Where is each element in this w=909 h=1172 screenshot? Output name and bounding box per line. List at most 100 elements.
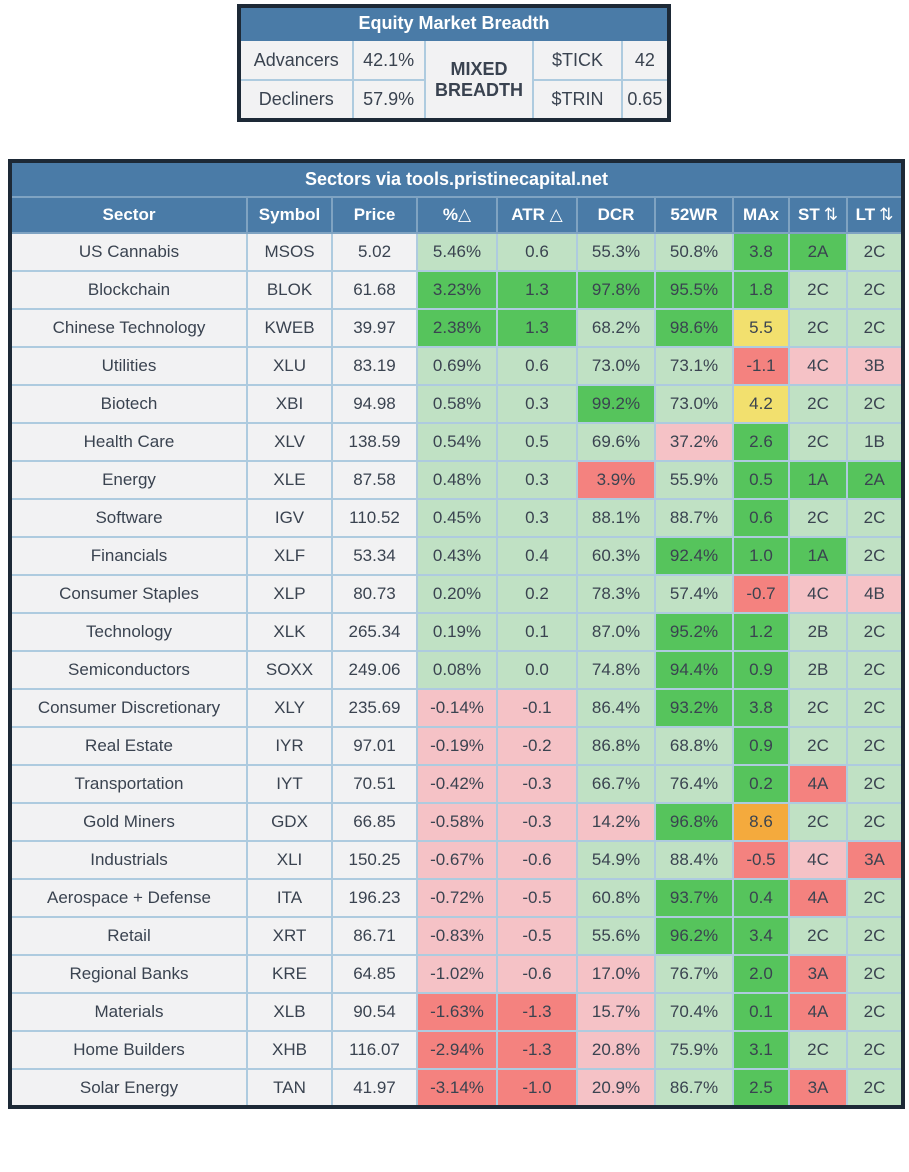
cell-dcr: 55.3%	[576, 232, 656, 272]
cell-sector: Retail	[9, 916, 248, 956]
cell-52wr: 37.2%	[654, 422, 734, 462]
col-header-lt-rating[interactable]: LT ⇅	[846, 196, 904, 234]
cell-pct-change: -0.42%	[416, 764, 498, 804]
cell-atr-change: -0.3	[496, 764, 578, 804]
cell-sector: Software	[9, 498, 248, 538]
table-row: Chinese Technology KWEB 39.97 2.38% 1.3 68.2%…	[9, 308, 904, 348]
cell-st-rating: 2C	[788, 688, 848, 728]
cell-lt-rating: 2C	[846, 308, 904, 348]
tick-value: 42	[620, 39, 671, 81]
col-header-symbol: Symbol	[246, 196, 333, 234]
cell-price: 235.69	[331, 688, 418, 728]
cell-sector: Financials	[9, 536, 248, 576]
cell-dcr: 97.8%	[576, 270, 656, 310]
cell-st-rating: 2C	[788, 422, 848, 462]
trin-label: $TRIN	[532, 79, 623, 121]
cell-price: 97.01	[331, 726, 418, 766]
cell-sector: Biotech	[9, 384, 248, 424]
cell-st-rating: 2B	[788, 650, 848, 690]
table-row: Health Care XLV 138.59 0.54% 0.5 69.6% 37.2% 2.…	[9, 422, 904, 462]
cell-pct-change: -1.02%	[416, 954, 498, 994]
cell-max: 3.1	[732, 1030, 790, 1070]
cell-symbol: BLOK	[246, 270, 333, 310]
cell-52wr: 95.5%	[654, 270, 734, 310]
cell-symbol: XLE	[246, 460, 333, 500]
cell-pct-change: -0.72%	[416, 878, 498, 918]
cell-atr-change: 0.2	[496, 574, 578, 614]
col-header-price: Price	[331, 196, 418, 234]
cell-lt-rating: 2C	[846, 612, 904, 652]
cell-symbol: IGV	[246, 498, 333, 538]
cell-st-rating: 2C	[788, 308, 848, 348]
cell-lt-rating: 2C	[846, 498, 904, 538]
cell-price: 5.02	[331, 232, 418, 272]
cell-sector: Consumer Staples	[9, 574, 248, 614]
cell-pct-change: 2.38%	[416, 308, 498, 348]
cell-pct-change: -3.14%	[416, 1068, 498, 1108]
cell-lt-rating: 2C	[846, 954, 904, 994]
col-header-label: 52WR	[670, 205, 718, 224]
cell-price: 64.85	[331, 954, 418, 994]
cell-pct-change: 0.20%	[416, 574, 498, 614]
col-header-label: LT	[855, 205, 876, 224]
cell-52wr: 93.2%	[654, 688, 734, 728]
cell-lt-rating: 2C	[846, 536, 904, 576]
cell-dcr: 88.1%	[576, 498, 656, 538]
cell-dcr: 73.0%	[576, 346, 656, 386]
cell-dcr: 87.0%	[576, 612, 656, 652]
table-row: Solar Energy TAN 41.97 -3.14% -1.0 20.9% 86.7%…	[9, 1068, 904, 1108]
cell-pct-change: -0.14%	[416, 688, 498, 728]
cell-dcr: 14.2%	[576, 802, 656, 842]
cell-dcr: 54.9%	[576, 840, 656, 880]
cell-52wr: 86.7%	[654, 1068, 734, 1108]
col-header-atr-change: ATR △	[496, 196, 578, 234]
table-row: Financials XLF 53.34 0.43% 0.4 60.3% 92.4% 1.0 1…	[9, 536, 904, 576]
cell-price: 150.25	[331, 840, 418, 880]
cell-max: 2.5	[732, 1068, 790, 1108]
table-row: Industrials XLI 150.25 -0.67% -0.6 54.9% 88.4%…	[9, 840, 904, 880]
decliners-label: Decliners	[238, 79, 354, 121]
cell-lt-rating: 2C	[846, 992, 904, 1032]
advancers-label: Advancers	[238, 39, 354, 81]
cell-price: 39.97	[331, 308, 418, 348]
cell-max: -0.7	[732, 574, 790, 614]
sectors-panel: Sectors via tools.pristinecapital.net Se…	[8, 159, 909, 1109]
cell-52wr: 88.4%	[654, 840, 734, 880]
col-header-st-rating[interactable]: ST ⇅	[788, 196, 848, 234]
cell-dcr: 3.9%	[576, 460, 656, 500]
cell-symbol: XLF	[246, 536, 333, 576]
breadth-panel: Equity Market Breadth Advancers 42.1% MI…	[237, 4, 909, 122]
cell-max: 8.6	[732, 802, 790, 842]
cell-symbol: IYR	[246, 726, 333, 766]
cell-st-rating: 4A	[788, 878, 848, 918]
cell-max: 0.9	[732, 726, 790, 766]
col-header-label: Price	[353, 205, 396, 224]
cell-price: 70.51	[331, 764, 418, 804]
table-row: Consumer Staples XLP 80.73 0.20% 0.2 78.3% 57.…	[9, 574, 904, 614]
col-header-label: ATR △	[511, 205, 563, 224]
cell-st-rating: 2B	[788, 612, 848, 652]
cell-price: 87.58	[331, 460, 418, 500]
col-header-label: DCR	[597, 205, 635, 224]
cell-atr-change: -0.1	[496, 688, 578, 728]
cell-price: 110.52	[331, 498, 418, 538]
cell-symbol: SOXX	[246, 650, 333, 690]
col-header-label: ST	[798, 205, 820, 224]
cell-price: 94.98	[331, 384, 418, 424]
cell-52wr: 76.4%	[654, 764, 734, 804]
breadth-status-badge: MIXED BREADTH	[423, 39, 535, 121]
cell-max: 3.4	[732, 916, 790, 956]
table-row: Real Estate IYR 97.01 -0.19% -0.2 86.8% 68.8% 0…	[9, 726, 904, 766]
tick-label: $TICK	[532, 39, 623, 81]
cell-symbol: MSOS	[246, 232, 333, 272]
cell-lt-rating: 3A	[846, 840, 904, 880]
table-row: Consumer Discretionary XLY 235.69 -0.14% -0.…	[9, 688, 904, 728]
cell-st-rating: 2C	[788, 270, 848, 310]
cell-sector: Regional Banks	[9, 954, 248, 994]
table-row: Aerospace + Defense ITA 196.23 -0.72% -0.5 60…	[9, 878, 904, 918]
sectors-table-title: Sectors via tools.pristinecapital.net	[9, 160, 904, 198]
cell-pct-change: -2.94%	[416, 1030, 498, 1070]
cell-sector: Consumer Discretionary	[9, 688, 248, 728]
cell-dcr: 15.7%	[576, 992, 656, 1032]
cell-atr-change: 0.3	[496, 460, 578, 500]
